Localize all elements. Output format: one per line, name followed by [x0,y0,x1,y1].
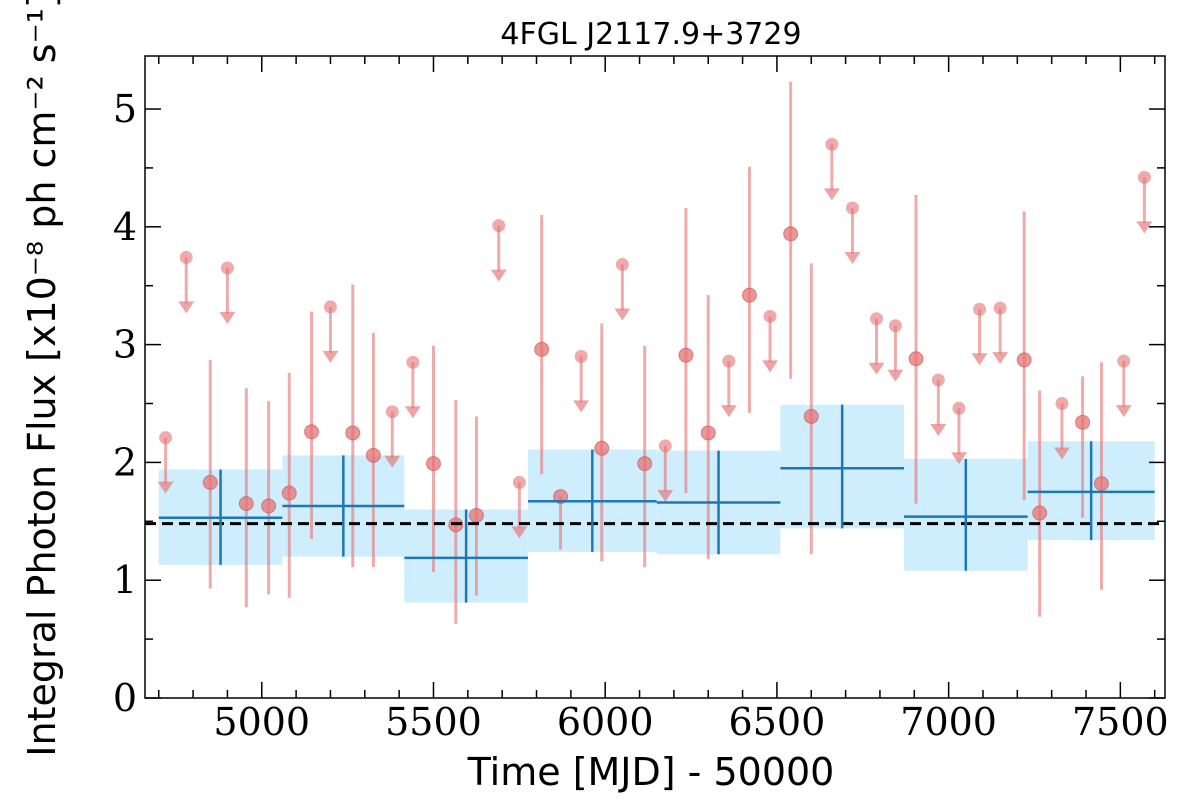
data-point [345,425,361,441]
upper-limit-point [179,250,193,264]
plot-area: 5000 5500 6000 6500 7000 7500 0 1 2 3 4 5 [113,55,1169,744]
upper-limit-arrow [384,455,401,468]
data-point [700,425,716,441]
upper-limit-point [492,219,506,233]
y-tick-label: 0 [113,676,137,720]
data-point [202,474,218,490]
upper-limit-point [931,373,945,387]
upper-limit-arrow [1053,447,1070,460]
x-tick-label: 6500 [729,700,826,744]
upper-limit-point [722,354,736,368]
x-axis-label: Time [MJD] - 50000 [467,750,835,794]
upper-limit-point [385,405,399,419]
upper-limit-point [1055,397,1069,411]
upper-limit-arrow [157,481,174,494]
upper-limit-point [1137,170,1151,184]
upper-limit-arrow [868,362,885,375]
upper-limit-arrow [219,312,236,325]
x-tick-label: 5000 [213,700,310,744]
upper-limit-arrow [844,251,861,264]
data-point [1016,352,1032,368]
upper-limit-point [952,401,966,415]
data-point [468,507,484,523]
data-point [803,408,819,424]
data-point [637,456,653,472]
upper-limit-arrow [511,526,528,539]
upper-limit-point [574,349,588,363]
upper-limit-arrow [950,452,967,465]
data-point [281,485,297,501]
data-point [783,226,799,242]
upper-limit-arrow [887,369,904,382]
y-tick-label: 2 [113,440,137,484]
upper-limit-point [763,309,777,323]
data-point [678,347,694,363]
y-tick-label: 1 [113,558,137,602]
upper-limit-point [323,300,337,314]
upper-limit-arrow [1115,405,1132,418]
upper-limit-point [973,302,987,316]
upper-limit-arrow [762,360,779,373]
upper-limit-arrow [614,308,631,321]
upper-limit-arrow [1136,221,1153,234]
upper-limit-point [825,137,839,151]
y-tick-label: 3 [113,323,137,367]
upper-limit-arrow [930,423,947,436]
x-tick-label: 7500 [1072,700,1169,744]
data-point [238,496,254,512]
data-point [365,447,381,463]
upper-limit-point [615,258,629,272]
y-tick-label: 5 [113,87,137,131]
upper-limit-point [845,201,859,215]
upper-limit-point [220,261,234,275]
data-point [304,424,320,440]
data-point [425,456,441,472]
upper-limit-arrow [573,400,590,413]
upper-limit-point [512,475,526,489]
upper-limit-point [658,439,672,453]
x-tick-label: 6000 [557,700,654,744]
data-point [1032,505,1048,521]
upper-limit-arrow [720,405,737,418]
data-point [261,498,277,514]
upper-limit-point [888,319,902,333]
upper-limit-arrow [404,406,421,419]
data-point [594,440,610,456]
x-tick-label: 7000 [900,700,997,744]
data-point [908,351,924,367]
data-point [534,341,550,357]
data-point [741,287,757,303]
upper-limit-point [993,301,1007,315]
upper-limit-arrow [971,353,988,366]
upper-limit-point [870,312,884,326]
y-tick-label: 4 [113,205,137,249]
plot-frame [144,55,1166,699]
upper-limit-arrow [823,188,840,201]
chart-title: 4FGL J2117.9+3729 [500,17,801,52]
upper-limit-point [406,355,420,369]
upper-limit-arrow [657,489,674,502]
data-point [1075,414,1091,430]
upper-limit-arrow [178,301,195,314]
upper-limit-arrow [322,350,339,363]
upper-limit-arrow [490,269,507,282]
upper-limit-point [159,431,173,445]
data-point [1093,476,1109,492]
x-tick-label: 5500 [385,700,482,744]
upper-limit-arrow [992,352,1009,365]
upper-limit-point [1117,354,1131,368]
y-axis-label: Integral Photon Flux [x10⁻⁸ ph cm⁻² s⁻¹] [20,0,64,757]
